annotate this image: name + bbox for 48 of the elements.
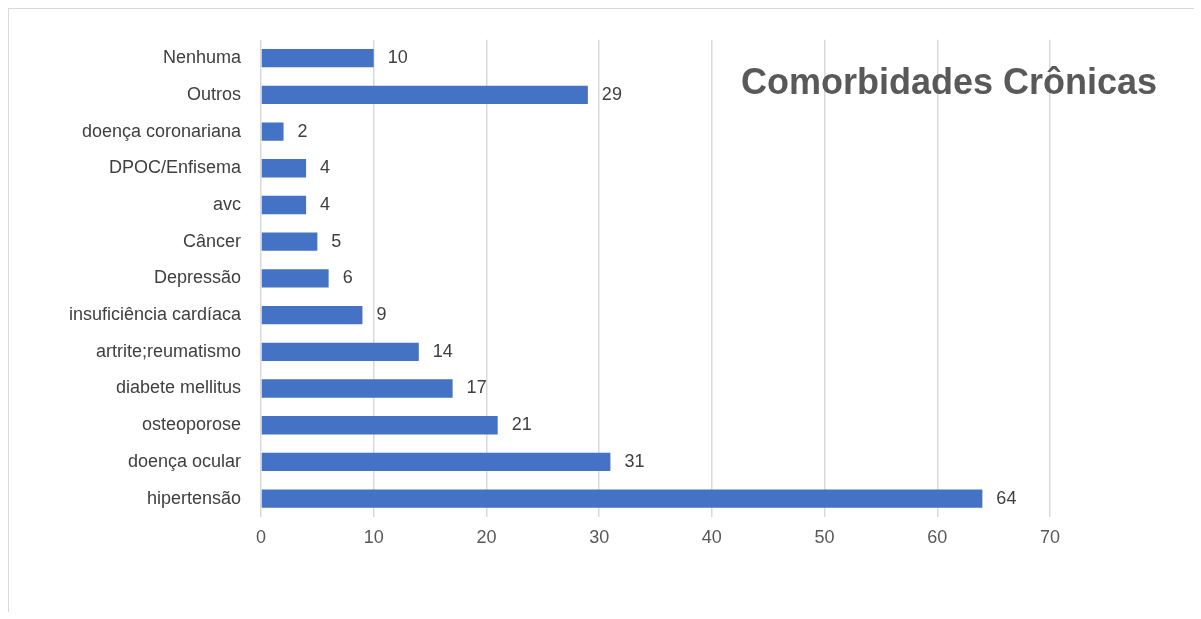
data-label: 9: [376, 304, 387, 325]
x-tick-label: 30: [589, 526, 610, 547]
y-tick-label: Outros: [186, 83, 241, 104]
bar: [261, 416, 498, 435]
y-tick-label: insuficiência cardíaca: [68, 304, 242, 325]
y-tick-label: Câncer: [182, 230, 241, 251]
x-tick-label: 10: [363, 526, 384, 547]
data-label: 6: [342, 267, 353, 288]
bar: [261, 342, 419, 361]
x-tick-label: 0: [255, 526, 267, 547]
data-label: 14: [432, 340, 453, 361]
data-label: 4: [320, 193, 331, 214]
y-tick-label: osteoporose: [141, 414, 241, 435]
bar: [261, 305, 363, 325]
y-tick-label: hipertensão: [146, 487, 241, 508]
bar: [261, 489, 983, 508]
y-tick-label: artrite;reumatismo: [95, 340, 241, 361]
bar: [261, 232, 318, 251]
data-label: 31: [624, 450, 645, 471]
data-label: 21: [511, 414, 532, 435]
bar: [261, 379, 453, 398]
bar: [261, 122, 284, 141]
bar: [261, 85, 588, 105]
y-tick-label: avc: [212, 193, 241, 214]
text: Comorbidades Crônicas: [741, 61, 1158, 103]
x-tick-label: 60: [927, 526, 948, 547]
bar: [261, 195, 307, 215]
x-tick-label: 70: [1039, 526, 1061, 547]
data-label: 4: [320, 157, 331, 178]
y-tick-label: Nenhuma: [162, 47, 242, 68]
data-label: 64: [996, 487, 1017, 508]
bar: [261, 269, 329, 288]
y-tick-label: doença ocular: [127, 450, 241, 471]
y-tick-label: doença coronariana: [81, 120, 242, 141]
data-label: 29: [601, 83, 622, 104]
x-tick-label: 20: [476, 526, 497, 547]
data-label: 10: [387, 47, 408, 68]
x-tick-label: 50: [814, 526, 835, 547]
bar: [261, 48, 374, 68]
data-label: 2: [297, 120, 308, 141]
data-label: 5: [331, 230, 342, 251]
y-tick-label: Depressão: [153, 267, 241, 288]
bar: [261, 159, 307, 178]
x-tick-label: 40: [701, 526, 722, 547]
bar: [261, 452, 611, 472]
data-label: 17: [466, 377, 487, 398]
y-tick-label: diabete mellitus: [115, 377, 241, 398]
y-tick-label: DPOC/Enfisema: [108, 157, 242, 178]
